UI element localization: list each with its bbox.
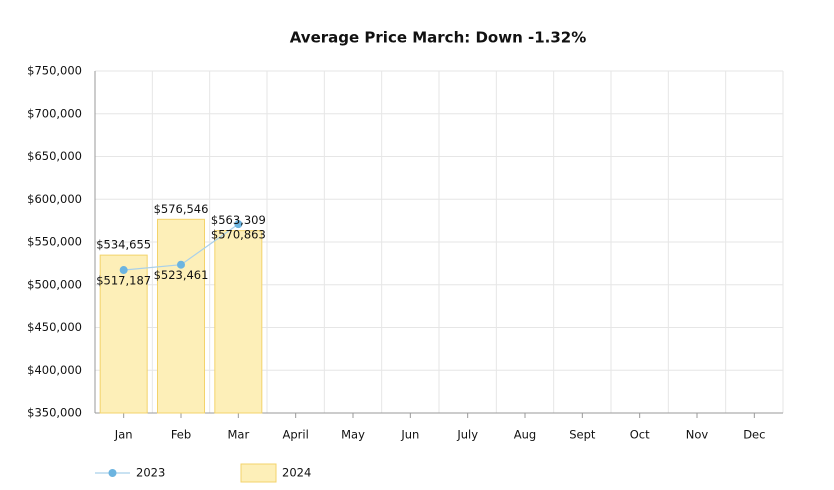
data-label: $576,546 [154, 202, 209, 216]
legend-label: 2023 [136, 466, 165, 480]
y-tick-label: $500,000 [27, 277, 82, 291]
x-tick-label: Sept [569, 428, 596, 442]
x-tick-label: Jan [114, 428, 133, 442]
y-tick-label: $600,000 [27, 192, 82, 206]
data-label: $570,863 [211, 228, 266, 242]
y-tick-label: $650,000 [27, 149, 82, 163]
y-tick-label: $750,000 [27, 64, 82, 78]
data-label: $563,309 [211, 213, 266, 227]
legend-label: 2024 [282, 466, 311, 480]
x-tick-label: July [456, 428, 478, 442]
y-tick-label: $550,000 [27, 235, 82, 249]
data-label: $534,655 [96, 238, 151, 252]
x-tick-label: May [341, 428, 365, 442]
x-tick-label: Mar [227, 428, 249, 442]
x-tick-label: Oct [630, 428, 650, 442]
bar [214, 230, 263, 414]
x-tick-label: Nov [686, 428, 709, 442]
x-tick-label: Aug [514, 428, 536, 442]
data-label: $517,187 [96, 274, 151, 288]
point [119, 266, 128, 275]
point [177, 260, 185, 269]
y-tick-label: $450,000 [27, 320, 82, 334]
point [234, 220, 243, 229]
legend-swatch [240, 463, 277, 483]
bar [157, 218, 205, 414]
y-tick-label: $400,000 [27, 363, 82, 377]
chart-title: Average Price March: Down -1.32% [290, 29, 587, 47]
x-tick-label: April [283, 428, 309, 442]
y-tick-label: $700,000 [27, 106, 82, 120]
x-tick-label: Jun [400, 428, 419, 442]
x-tick-label: Dec [743, 428, 765, 442]
bar [99, 254, 148, 414]
y-tick-label: $350,000 [27, 406, 82, 420]
data-label: $523,461 [154, 268, 209, 282]
x-tick-label: Feb [171, 428, 191, 442]
legend-marker [108, 469, 117, 477]
